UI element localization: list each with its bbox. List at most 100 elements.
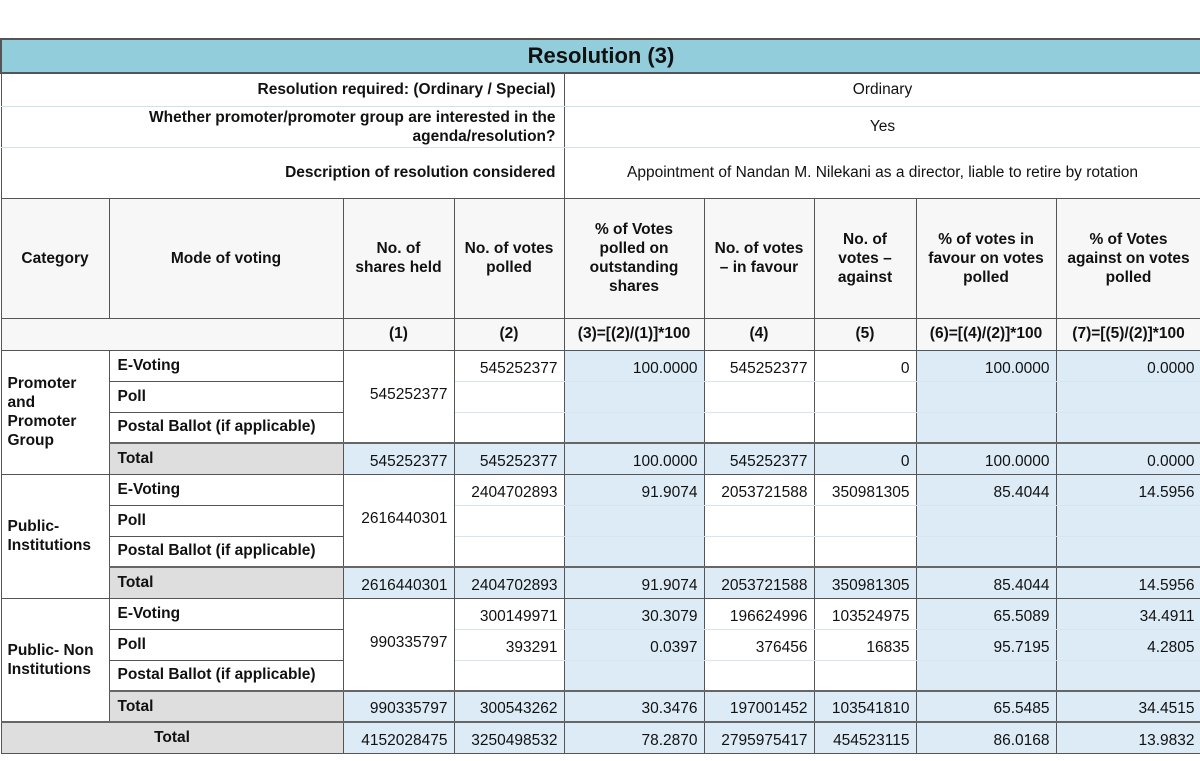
table-row: Postal Ballot (if applicable)	[1, 659, 1200, 692]
column-header: % of Votes against on votes polled	[1055, 197, 1200, 319]
pct-favour-cell	[915, 380, 1057, 413]
pct-polled-cell	[563, 659, 705, 692]
against-cell	[813, 380, 917, 413]
column-header: No. of votes – in favour	[703, 197, 815, 319]
pct-against-cell: 13.9832	[1055, 721, 1200, 754]
total-label: Total	[108, 442, 344, 475]
favour-cell: 545252377	[703, 442, 815, 475]
against-cell	[813, 535, 917, 568]
pct-polled-cell: 91.9074	[563, 566, 705, 599]
shares-held: 545252377	[342, 442, 455, 475]
votes-polled-cell: 300543262	[453, 690, 565, 723]
column-formula: (3)=[(2)/(1)]*100	[563, 317, 705, 351]
column-formula: (5)	[813, 317, 917, 351]
favour-cell	[703, 659, 815, 692]
favour-cell: 2053721588	[703, 473, 815, 506]
pct-favour-cell: 100.0000	[915, 349, 1057, 382]
pct-against-cell	[1055, 504, 1200, 537]
column-header: No. of votes polled	[453, 197, 565, 319]
category-label: Public- Institutions	[0, 473, 110, 599]
group-total-row: Total 990335797 300543262 30.3476 197001452 1…	[1, 690, 1200, 723]
total-label: Total	[108, 566, 344, 599]
pct-against-cell: 4.2805	[1055, 628, 1200, 661]
votes-polled-cell: 545252377	[453, 349, 565, 382]
column-header: Category	[0, 197, 110, 319]
against-cell: 350981305	[813, 566, 917, 599]
column-header: No. of shares held	[342, 197, 455, 319]
votes-polled-cell	[453, 659, 565, 692]
against-cell	[813, 504, 917, 537]
pct-against-cell: 0.0000	[1055, 349, 1200, 382]
voting-mode-label: Postal Ballot (if applicable)	[108, 411, 344, 444]
favour-cell: 197001452	[703, 690, 815, 723]
grand-total-row: Total 4152028475 3250498532 78.2870 27959754…	[0, 721, 1200, 754]
against-cell: 350981305	[813, 473, 917, 506]
pct-polled-cell: 91.9074	[563, 473, 705, 506]
pct-favour-cell: 86.0168	[915, 721, 1057, 754]
pct-polled-cell	[563, 504, 705, 537]
favour-cell	[703, 380, 815, 413]
favour-cell: 2053721588	[703, 566, 815, 599]
pct-favour-cell: 85.4044	[915, 566, 1057, 599]
pct-favour-cell: 95.7195	[915, 628, 1057, 661]
column-header: Mode of voting	[108, 197, 344, 319]
table-row: Poll 393291 0.0397 376456 16835 95.7195 4.2805	[1, 628, 1200, 661]
voting-mode-label: E-Voting	[108, 349, 344, 382]
pct-against-cell: 34.4911	[1055, 597, 1200, 630]
favour-cell	[703, 535, 815, 568]
table-row: Poll	[1, 504, 1200, 537]
pct-against-cell: 14.5956	[1055, 566, 1200, 599]
column-formula: (6)=[(4)/(2)]*100	[915, 317, 1057, 351]
category-label: Public- Non Institutions	[0, 597, 110, 723]
info-label: Whether promoter/promoter group are inte…	[0, 105, 565, 148]
voting-mode-label: E-Voting	[108, 597, 344, 630]
votes-polled-cell: 2404702893	[453, 566, 565, 599]
pct-against-cell: 34.4515	[1055, 690, 1200, 723]
against-cell: 103541810	[813, 690, 917, 723]
votes-polled-cell	[453, 411, 565, 444]
pct-favour-cell	[915, 535, 1057, 568]
pct-polled-cell: 0.0397	[563, 628, 705, 661]
shares-held: 990335797	[342, 690, 455, 723]
against-cell: 454523115	[813, 721, 917, 754]
grand-total-label: Total	[0, 721, 344, 754]
table-row: Postal Ballot (if applicable)	[1, 411, 1200, 444]
pct-against-cell	[1055, 659, 1200, 692]
voting-mode-label: Postal Ballot (if applicable)	[108, 535, 344, 568]
favour-cell: 2795975417	[703, 721, 815, 754]
total-label: Total	[108, 690, 344, 723]
votes-polled-cell	[453, 535, 565, 568]
pct-polled-cell: 30.3079	[563, 597, 705, 630]
pct-polled-cell	[563, 535, 705, 568]
shares-held: 4152028475	[342, 721, 455, 754]
shares-held: 2616440301	[342, 473, 455, 568]
pct-polled-cell: 100.0000	[563, 442, 705, 475]
pct-favour-cell: 100.0000	[915, 442, 1057, 475]
pct-against-cell: 0.0000	[1055, 442, 1200, 475]
pct-against-cell	[1055, 535, 1200, 568]
column-formula: (1)	[342, 317, 455, 351]
table-row: Public- Institutions E-Voting 2616440301 24…	[0, 473, 1200, 599]
favour-cell: 196624996	[703, 597, 815, 630]
category-label: Promoter and Promoter Group	[0, 349, 110, 475]
against-cell: 0	[813, 349, 917, 382]
info-value: Appointment of Nandan M. Nilekani as a d…	[563, 146, 1200, 199]
group-total-row: Total 545252377 545252377 100.0000 545252377…	[1, 442, 1200, 475]
pct-polled-cell	[563, 411, 705, 444]
shares-held: 990335797	[342, 597, 455, 692]
favour-cell	[703, 411, 815, 444]
info-value: Yes	[563, 105, 1200, 148]
info-label: Description of resolution considered	[0, 146, 565, 199]
pct-polled-cell: 100.0000	[563, 349, 705, 382]
against-cell	[813, 411, 917, 444]
column-formula: (2)	[453, 317, 565, 351]
against-cell: 16835	[813, 628, 917, 661]
shares-held: 545252377	[342, 349, 455, 444]
resolution-title: Resolution (3)	[0, 38, 1200, 74]
column-header: % of votes in favour on votes polled	[915, 197, 1057, 319]
voting-mode-label: Poll	[108, 628, 344, 661]
pct-against-cell	[1055, 411, 1200, 444]
pct-against-cell: 14.5956	[1055, 473, 1200, 506]
votes-polled-cell: 3250498532	[453, 721, 565, 754]
pct-polled-cell: 30.3476	[563, 690, 705, 723]
